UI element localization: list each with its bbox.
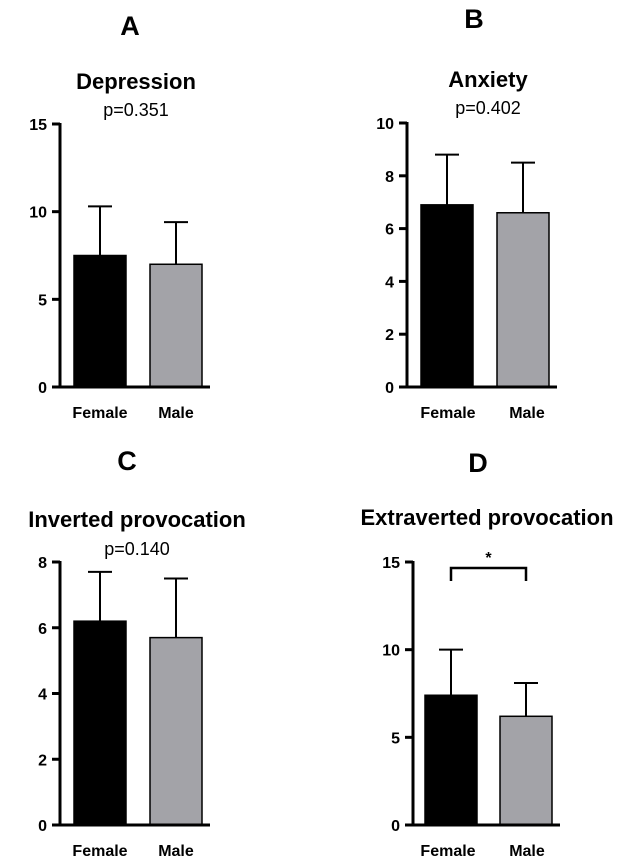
bar-male <box>499 715 553 826</box>
category-label-female: Female <box>420 405 475 422</box>
bar-male <box>149 636 203 826</box>
category-label-female: Female <box>72 405 127 422</box>
y-tick-label: 10 <box>376 116 394 133</box>
y-tick-label: 5 <box>391 730 400 747</box>
panel-letter: A <box>120 11 140 41</box>
y-tick-label: 6 <box>38 621 47 638</box>
y-tick-label: 5 <box>38 292 47 309</box>
category-label-male: Male <box>158 843 194 860</box>
y-tick-label: 2 <box>38 752 47 769</box>
chart-subtitle: p=0.402 <box>455 98 521 118</box>
chart-subtitle: p=0.140 <box>104 539 170 559</box>
y-tick-label: 15 <box>382 555 400 572</box>
y-tick-label: 10 <box>382 643 400 660</box>
y-tick-label: 0 <box>38 818 47 835</box>
y-tick-label: 2 <box>385 327 394 344</box>
bar-female <box>424 694 478 826</box>
category-label-male: Male <box>509 843 545 860</box>
chart-title: Anxiety <box>448 67 528 92</box>
panel-c: C Inverted provocation p=0.140 0 2 4 6 8 Fema… <box>28 446 246 860</box>
panel-d: D Extraverted provocation 0 5 10 15 Female Ma… <box>360 448 613 860</box>
plot-area: 0 2 4 6 8 10 Female Male <box>376 116 557 422</box>
panel-b: B Anxiety p=0.402 0 2 4 6 8 10 Female Male <box>376 4 557 422</box>
y-tick-label: 4 <box>385 274 394 291</box>
bar-female <box>73 254 127 388</box>
category-label-female: Female <box>72 843 127 860</box>
y-tick-label: 0 <box>391 818 400 835</box>
y-tick-label: 6 <box>385 222 394 239</box>
bar-male <box>149 263 203 388</box>
y-tick-label: 0 <box>385 380 394 397</box>
y-tick-label: 4 <box>38 687 47 704</box>
panel-a: A Depression p=0.351 0 5 10 15 Female Male <box>29 11 210 422</box>
significance-bracket <box>449 566 528 581</box>
plot-area: 0 5 10 15 Female Male * <box>382 550 560 860</box>
bar-male <box>496 212 550 388</box>
bar-female <box>420 204 474 388</box>
bar-female <box>73 620 127 826</box>
y-tick-label: 8 <box>38 555 47 572</box>
y-tick-label: 8 <box>385 169 394 186</box>
chart-title: Inverted provocation <box>28 507 246 532</box>
panel-letter: D <box>468 448 488 478</box>
y-tick-label: 15 <box>29 117 47 134</box>
plot-area: 0 2 4 6 8 Female Male <box>38 555 210 860</box>
chart-title: Depression <box>76 69 196 94</box>
y-tick-label: 10 <box>29 205 47 222</box>
category-label-male: Male <box>158 405 194 422</box>
chart-title: Extraverted provocation <box>360 505 613 530</box>
category-label-male: Male <box>509 405 545 422</box>
panel-letter: C <box>117 446 137 476</box>
chart-subtitle: p=0.351 <box>103 100 169 120</box>
significance-label: * <box>485 550 492 567</box>
y-tick-label: 0 <box>38 380 47 397</box>
category-label-female: Female <box>420 843 475 860</box>
panel-letter: B <box>464 4 484 34</box>
plot-area: 0 5 10 15 Female Male <box>29 117 210 422</box>
